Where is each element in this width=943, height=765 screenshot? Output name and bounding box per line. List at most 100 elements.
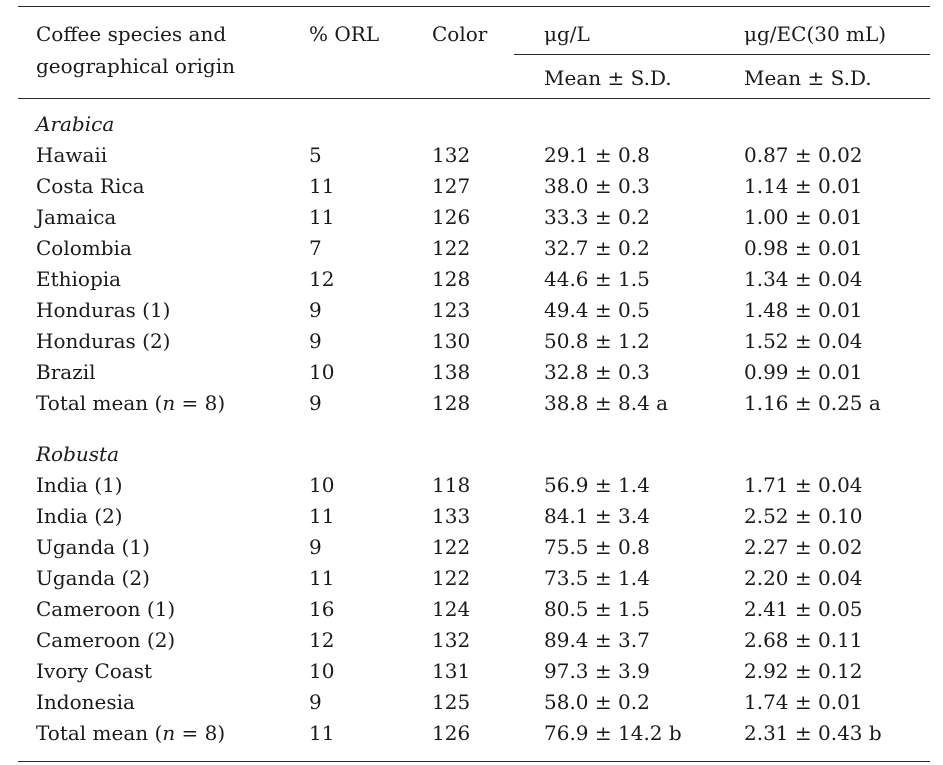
color-cell: 132 bbox=[432, 143, 471, 167]
total-orl-cell: 9 bbox=[309, 391, 322, 415]
ugec-cell: 1.34 ± 0.04 bbox=[744, 267, 863, 291]
ugl-cell: 89.4 ± 3.7 bbox=[544, 628, 650, 652]
orl-cell: 11 bbox=[309, 174, 335, 198]
color-cell: 128 bbox=[432, 267, 471, 291]
section-heading: Arabica bbox=[36, 112, 115, 136]
orl-cell: 5 bbox=[309, 143, 322, 167]
total-orl-cell: 11 bbox=[309, 721, 335, 745]
header-bottom-rule bbox=[18, 98, 930, 99]
ugec-cell: 1.52 ± 0.04 bbox=[744, 329, 863, 353]
orl-cell: 11 bbox=[309, 205, 335, 229]
total-ugl-cell: 76.9 ± 14.2 b bbox=[544, 721, 682, 745]
color-cell: 122 bbox=[432, 535, 471, 559]
ugl-cell: 44.6 ± 1.5 bbox=[544, 267, 650, 291]
origin-cell: India (2) bbox=[36, 504, 123, 528]
total-ugec-cell: 2.31 ± 0.43 b bbox=[744, 721, 882, 745]
ugl-cell: 29.1 ± 0.8 bbox=[544, 143, 650, 167]
origin-cell: India (1) bbox=[36, 473, 123, 497]
orl-cell: 9 bbox=[309, 329, 322, 353]
ugec-cell: 1.00 ± 0.01 bbox=[744, 205, 863, 229]
origin-cell: Jamaica bbox=[36, 205, 117, 229]
ugec-cell: 2.52 ± 0.10 bbox=[744, 504, 863, 528]
ugec-cell: 0.98 ± 0.01 bbox=[744, 236, 863, 260]
ugec-cell: 0.87 ± 0.02 bbox=[744, 143, 863, 167]
orl-cell: 11 bbox=[309, 566, 335, 590]
orl-cell: 7 bbox=[309, 236, 322, 260]
origin-cell: Ivory Coast bbox=[36, 659, 153, 683]
ugec-cell: 2.27 ± 0.02 bbox=[744, 535, 863, 559]
origin-cell: Ethiopia bbox=[36, 267, 122, 291]
orl-cell: 9 bbox=[309, 535, 322, 559]
color-cell: 122 bbox=[432, 236, 471, 260]
origin-cell: Cameroon (2) bbox=[36, 628, 176, 652]
ugl-cell: 84.1 ± 3.4 bbox=[544, 504, 650, 528]
orl-cell: 10 bbox=[309, 473, 335, 497]
header-orl: % ORL bbox=[309, 22, 380, 46]
origin-cell: Honduras (2) bbox=[36, 329, 171, 353]
ugec-cell: 1.74 ± 0.01 bbox=[744, 690, 863, 714]
ugl-cell: 75.5 ± 0.8 bbox=[544, 535, 650, 559]
header-ug-per-ec: μg/EC(30 mL) bbox=[744, 22, 887, 46]
total-mean-label: Total mean (n = 8) bbox=[36, 721, 226, 745]
header-span-rule bbox=[514, 54, 930, 55]
subheader-ugec-mean-sd: Mean ± S.D. bbox=[744, 66, 872, 90]
ugec-cell: 2.20 ± 0.04 bbox=[744, 566, 863, 590]
total-ugec-cell: 1.16 ± 0.25 a bbox=[744, 391, 881, 415]
orl-cell: 10 bbox=[309, 659, 335, 683]
top-rule bbox=[18, 6, 930, 7]
color-cell: 123 bbox=[432, 298, 471, 322]
header-ug-per-l: μg/L bbox=[544, 22, 590, 46]
color-cell: 124 bbox=[432, 597, 471, 621]
subheader-ugl-mean-sd: Mean ± S.D. bbox=[544, 66, 672, 90]
color-cell: 122 bbox=[432, 566, 471, 590]
ugec-cell: 2.41 ± 0.05 bbox=[744, 597, 863, 621]
color-cell: 125 bbox=[432, 690, 471, 714]
total-color-cell: 128 bbox=[432, 391, 471, 415]
header-color: Color bbox=[432, 22, 488, 46]
ugl-cell: 97.3 ± 3.9 bbox=[544, 659, 650, 683]
color-cell: 118 bbox=[432, 473, 471, 497]
origin-cell: Cameroon (1) bbox=[36, 597, 176, 621]
ugl-cell: 32.8 ± 0.3 bbox=[544, 360, 650, 384]
header-species-line2: geographical origin bbox=[36, 54, 236, 78]
origin-cell: Indonesia bbox=[36, 690, 135, 714]
ugl-cell: 33.3 ± 0.2 bbox=[544, 205, 650, 229]
ugl-cell: 50.8 ± 1.2 bbox=[544, 329, 650, 353]
origin-cell: Uganda (2) bbox=[36, 566, 150, 590]
ugl-cell: 49.4 ± 0.5 bbox=[544, 298, 650, 322]
ugec-cell: 1.14 ± 0.01 bbox=[744, 174, 863, 198]
section-heading: Robusta bbox=[36, 442, 120, 466]
color-cell: 131 bbox=[432, 659, 471, 683]
ugl-cell: 80.5 ± 1.5 bbox=[544, 597, 650, 621]
orl-cell: 12 bbox=[309, 628, 335, 652]
header-species-line1: Coffee species and bbox=[36, 22, 227, 46]
origin-cell: Colombia bbox=[36, 236, 132, 260]
orl-cell: 11 bbox=[309, 504, 335, 528]
orl-cell: 9 bbox=[309, 298, 322, 322]
origin-cell: Uganda (1) bbox=[36, 535, 150, 559]
ugl-cell: 32.7 ± 0.2 bbox=[544, 236, 650, 260]
bottom-rule bbox=[18, 761, 930, 762]
ugl-cell: 38.0 ± 0.3 bbox=[544, 174, 650, 198]
ugec-cell: 2.68 ± 0.11 bbox=[744, 628, 863, 652]
orl-cell: 12 bbox=[309, 267, 335, 291]
ugec-cell: 2.92 ± 0.12 bbox=[744, 659, 863, 683]
ugec-cell: 0.99 ± 0.01 bbox=[744, 360, 863, 384]
ugl-cell: 73.5 ± 1.4 bbox=[544, 566, 650, 590]
origin-cell: Honduras (1) bbox=[36, 298, 171, 322]
color-cell: 133 bbox=[432, 504, 471, 528]
total-mean-label: Total mean (n = 8) bbox=[36, 391, 226, 415]
color-cell: 138 bbox=[432, 360, 471, 384]
origin-cell: Hawaii bbox=[36, 143, 108, 167]
total-ugl-cell: 38.8 ± 8.4 a bbox=[544, 391, 669, 415]
total-color-cell: 126 bbox=[432, 721, 471, 745]
color-cell: 126 bbox=[432, 205, 471, 229]
color-cell: 127 bbox=[432, 174, 471, 198]
ugec-cell: 1.48 ± 0.01 bbox=[744, 298, 863, 322]
orl-cell: 9 bbox=[309, 690, 322, 714]
orl-cell: 16 bbox=[309, 597, 335, 621]
ugl-cell: 58.0 ± 0.2 bbox=[544, 690, 650, 714]
origin-cell: Costa Rica bbox=[36, 174, 145, 198]
ugl-cell: 56.9 ± 1.4 bbox=[544, 473, 650, 497]
color-cell: 132 bbox=[432, 628, 471, 652]
